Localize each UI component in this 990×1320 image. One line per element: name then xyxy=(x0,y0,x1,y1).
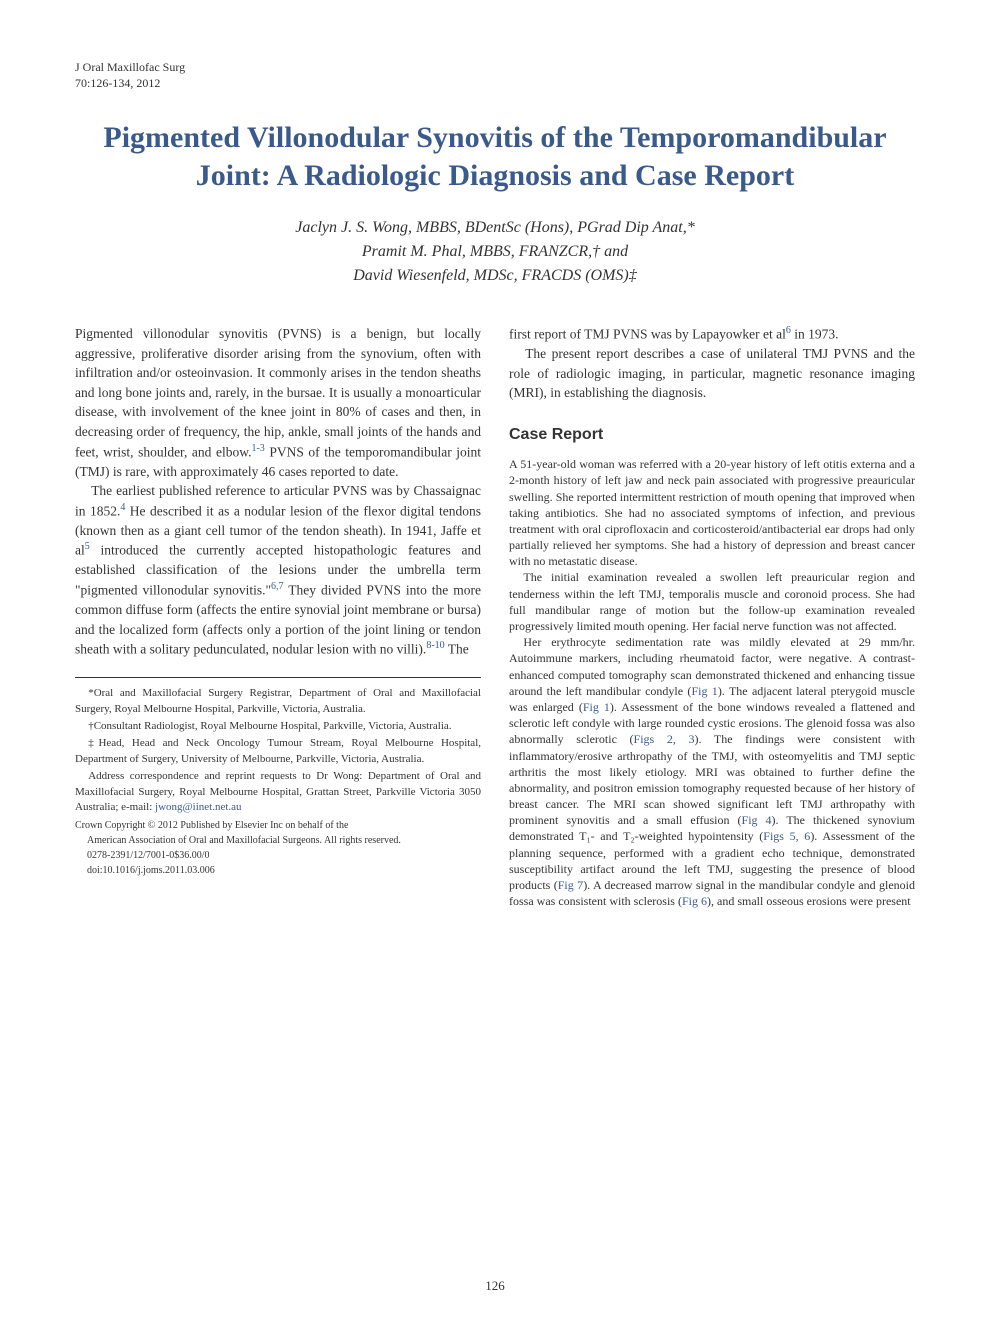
copyright-doi: doi:10.1016/j.joms.2011.03.006 xyxy=(75,864,481,878)
footnote-correspondence: Address correspondence and reprint reque… xyxy=(75,769,481,815)
case-para-2: The initial examination revealed a swoll… xyxy=(509,569,915,634)
figure-ref[interactable]: Figs 2, 3 xyxy=(634,732,695,746)
correspondence-email[interactable]: jwong@iinet.net.au xyxy=(155,801,242,813)
copyright-line-1: Crown Copyright © 2012 Published by Else… xyxy=(75,819,481,833)
footnote-affil-3: ‡Head, Head and Neck Oncology Tumour Str… xyxy=(75,736,481,767)
two-column-body: Pigmented villonodular synovitis (PVNS) … xyxy=(75,324,915,909)
author-line-2: Pramit M. Phal, MBBS, FRANZCR,† and xyxy=(75,240,915,264)
citation-ref: 6,7 xyxy=(271,581,284,592)
figure-ref[interactable]: Fig 7 xyxy=(558,878,583,892)
article-title: Pigmented Villonodular Synovitis of the … xyxy=(75,119,915,194)
citation-ref: 8-10 xyxy=(426,640,444,651)
author-line-1: Jaclyn J. S. Wong, MBBS, BDentSc (Hons),… xyxy=(75,216,915,240)
case-report-heading: Case Report xyxy=(509,423,915,446)
journal-citation: 70:126-134, 2012 xyxy=(75,76,915,92)
citation-ref: 1-3 xyxy=(251,443,264,454)
copyright-line-2: American Association of Oral and Maxillo… xyxy=(75,834,481,848)
case-para-1: A 51-year-old woman was referred with a … xyxy=(509,456,915,569)
intro-para-2-continued: first report of TMJ PVNS was by Lapayowk… xyxy=(509,324,915,344)
case-para-3: Her erythrocyte sedimentation rate was m… xyxy=(509,634,915,909)
author-line-3: David Wiesenfeld, MDSc, FRACDS (OMS)‡ xyxy=(75,264,915,288)
figure-ref[interactable]: Fig 6 xyxy=(682,894,707,908)
copyright-block: Crown Copyright © 2012 Published by Else… xyxy=(75,819,481,878)
footnotes-block: *Oral and Maxillofacial Surgery Registra… xyxy=(75,677,481,878)
intro-para-1: Pigmented villonodular synovitis (PVNS) … xyxy=(75,324,481,481)
footnote-affil-2: †Consultant Radiologist, Royal Melbourne… xyxy=(75,719,481,734)
right-column: first report of TMJ PVNS was by Lapayowk… xyxy=(509,324,915,909)
case-report-body: A 51-year-old woman was referred with a … xyxy=(509,456,915,909)
intro-para-3: The present report describes a case of u… xyxy=(509,344,915,403)
footnote-affil-1: *Oral and Maxillofacial Surgery Registra… xyxy=(75,686,481,717)
figure-ref[interactable]: Fig 1 xyxy=(583,700,610,714)
figure-ref[interactable]: Fig 1 xyxy=(691,684,717,698)
figure-ref[interactable]: Figs 5, 6 xyxy=(763,829,810,843)
page-number: 126 xyxy=(0,1278,990,1294)
journal-name: J Oral Maxillofac Surg xyxy=(75,60,915,76)
left-column: Pigmented villonodular synovitis (PVNS) … xyxy=(75,324,481,909)
intro-para-2: The earliest published reference to arti… xyxy=(75,481,481,659)
journal-header: J Oral Maxillofac Surg 70:126-134, 2012 xyxy=(75,60,915,91)
authors-block: Jaclyn J. S. Wong, MBBS, BDentSc (Hons),… xyxy=(75,216,915,288)
figure-ref[interactable]: Fig 4 xyxy=(742,813,772,827)
copyright-issn: 0278-2391/12/7001-0$36.00/0 xyxy=(75,849,481,863)
